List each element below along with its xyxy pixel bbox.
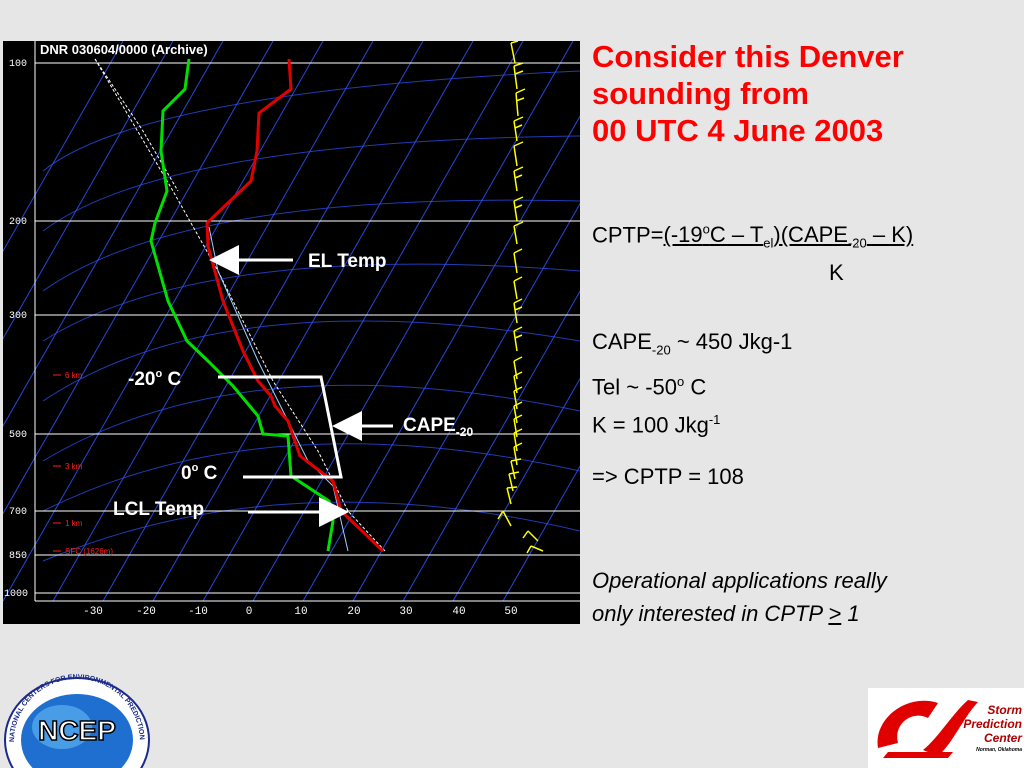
temp-label: 20 <box>347 606 360 618</box>
temp-label: -30 <box>83 606 103 618</box>
temp-label: 50 <box>504 606 517 618</box>
temp-label: 10 <box>294 606 307 618</box>
title-line: Consider this Denver <box>592 39 904 74</box>
svg-text:NCEP: NCEP <box>38 715 116 746</box>
svg-text:Prediction: Prediction <box>963 717 1022 731</box>
cape-value: CAPE-20 ~ 450 Jkg-1 <box>592 329 793 358</box>
slide-title: Consider this Denver sounding from 00 UT… <box>592 38 904 149</box>
temp-label: 30 <box>399 606 412 618</box>
operational-note: Operational applications really only int… <box>592 568 887 626</box>
pressure-label: 200 <box>9 217 27 228</box>
pressure-label: 700 <box>9 507 27 518</box>
temp-label: 40 <box>452 606 465 618</box>
pressure-label: 300 <box>9 311 27 322</box>
k-value: K = 100 Jkg-1 <box>592 411 721 438</box>
values-block: CAPE-20 ~ 450 Jkg-1 Tel ~ -50o C K = 100… <box>592 326 792 441</box>
height-label: SFC (1626m) <box>65 547 113 556</box>
skew-t-diagram: 100 200 300 500 700 850 1000 -30 -20 -10… <box>3 41 580 624</box>
el-temp-label: EL Temp <box>308 251 386 272</box>
height-label: 6 km <box>65 371 83 380</box>
adiabats <box>42 70 580 562</box>
temp-label: 0 <box>246 606 253 618</box>
pressure-label: 850 <box>9 551 27 562</box>
pressure-label: 100 <box>9 59 27 70</box>
svg-text:Center: Center <box>984 731 1023 745</box>
formula-denominator: K <box>829 260 844 285</box>
title-line: sounding from <box>592 76 809 111</box>
wind-barbs <box>497 41 544 554</box>
tel-value: Tel ~ -50o C <box>592 374 707 400</box>
height-label: 1 km <box>65 519 83 528</box>
isotherms <box>3 41 580 602</box>
lcl-temp-label: LCL Temp <box>113 499 204 520</box>
zero-c-label: 0o C <box>181 462 218 484</box>
temp-label: -10 <box>188 606 208 618</box>
formula-numerator: (-19oC – Tel)(CAPE-20 – K) <box>663 222 914 251</box>
cape-label: CAPE-20 <box>403 415 473 439</box>
height-label: 3 km <box>65 462 83 471</box>
temperature-line <box>205 58 385 553</box>
dewpoint-line <box>149 58 335 552</box>
svg-text:Storm: Storm <box>987 703 1022 717</box>
temp-label: -20 <box>136 606 156 618</box>
spc-logo: Storm Prediction Center Norman, Oklahoma <box>868 688 1024 768</box>
cptp-formula: CPTP=(-19oC – Tel)(CAPE-20 – K) <box>592 222 914 251</box>
title-line: 00 UTC 4 June 2003 <box>592 113 884 148</box>
svg-text:Norman, Oklahoma: Norman, Oklahoma <box>976 747 1022 753</box>
ncep-logo: NATIONAL CENTERS FOR ENVIRONMENTAL PREDI… <box>4 674 150 768</box>
diagram-header: DNR 030604/0000 (Archive) <box>40 42 208 57</box>
minus20-label: -20o C <box>128 368 181 390</box>
pressure-label: 1000 <box>4 589 28 600</box>
cptp-result: => CPTP = 108 <box>592 464 744 489</box>
pressure-label: 500 <box>9 430 27 441</box>
